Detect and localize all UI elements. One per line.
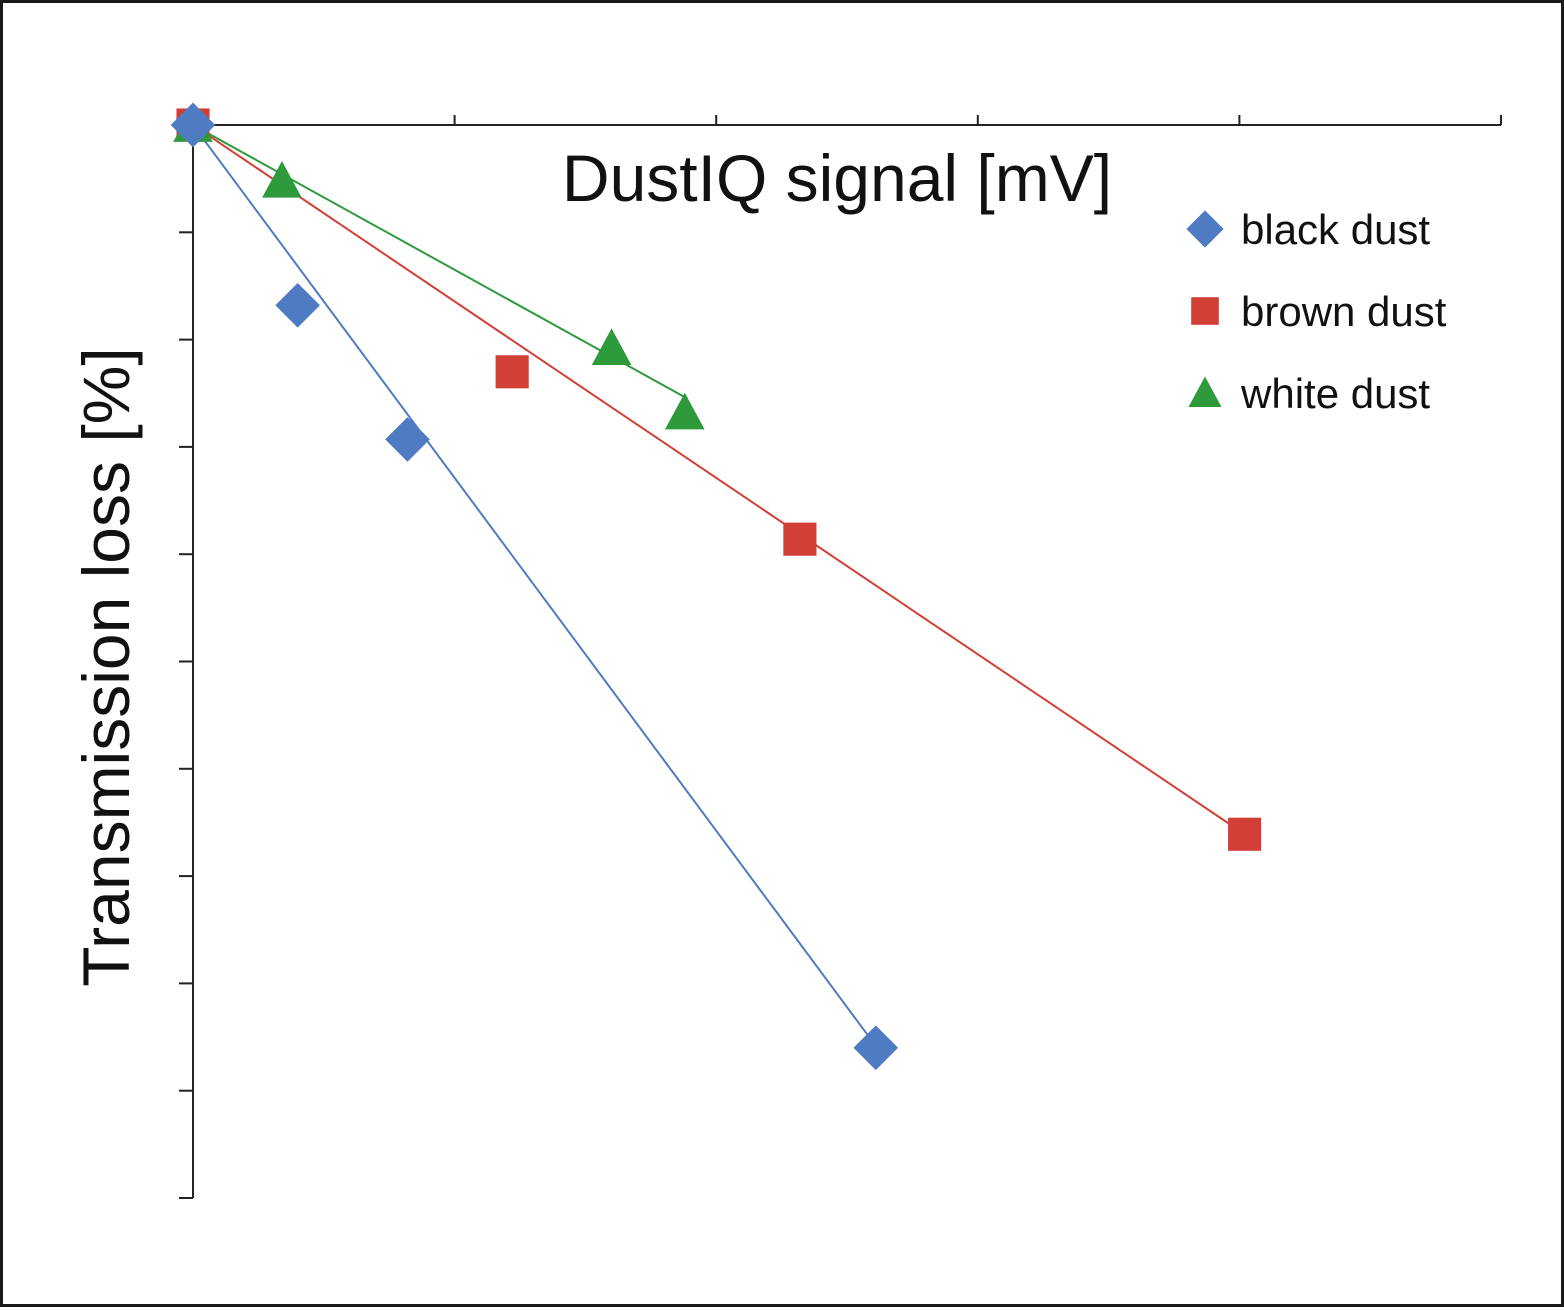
white-dust-point <box>665 392 705 430</box>
chart-plot: DustIQ signal [mV] Transmission loss [%]… <box>69 102 1502 1199</box>
brown-dust-legend-marker <box>1191 297 1219 325</box>
black-dust-point <box>853 1025 899 1071</box>
brown-dust-point <box>783 522 817 556</box>
brown-dust-point <box>495 355 529 389</box>
white-dust-legend-label: white dust <box>1240 370 1430 417</box>
brown-dust-point <box>1228 817 1262 851</box>
black-dust-point <box>170 102 216 148</box>
black-dust-legend-marker <box>1186 210 1224 248</box>
brown-dust-trendline <box>192 124 1246 836</box>
black-dust-point <box>275 282 320 328</box>
legend: black dust brown dust white dust <box>1186 206 1447 417</box>
black-dust-point <box>385 417 430 462</box>
data-markers <box>170 102 1262 1071</box>
black-dust-legend-label: black dust <box>1241 206 1430 253</box>
brown-dust-legend-label: brown dust <box>1241 288 1447 335</box>
white-dust-point <box>591 328 632 366</box>
white-dust-point <box>262 160 302 198</box>
black-dust-trendline <box>192 124 874 1044</box>
trendlines <box>192 124 1246 1044</box>
axes <box>179 115 1502 1199</box>
x-axis-title: DustIQ signal [mV] <box>562 141 1112 215</box>
white-dust-legend-marker <box>1188 376 1222 408</box>
y-axis-title: Transmission loss [%] <box>69 347 143 986</box>
